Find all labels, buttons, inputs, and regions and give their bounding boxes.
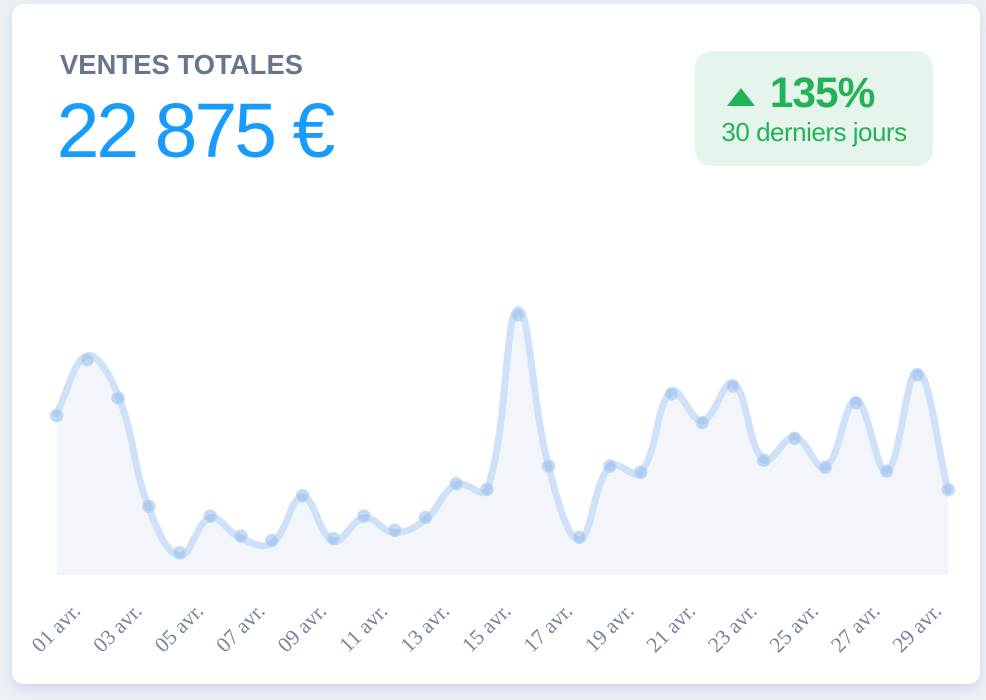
svg-text:25 avr.: 25 avr. (765, 599, 823, 657)
svg-text:19 avr.: 19 avr. (580, 599, 638, 657)
svg-text:11 avr.: 11 avr. (334, 599, 392, 657)
svg-text:29 avr.: 29 avr. (888, 599, 946, 657)
svg-text:03 avr.: 03 avr. (88, 599, 146, 657)
svg-text:23 avr.: 23 avr. (703, 599, 761, 657)
svg-text:09 avr.: 09 avr. (273, 599, 331, 657)
svg-text:13 avr.: 13 avr. (396, 599, 454, 657)
svg-text:15 avr.: 15 avr. (457, 599, 515, 657)
svg-text:07 avr.: 07 avr. (211, 599, 269, 657)
svg-text:27 avr.: 27 avr. (826, 599, 884, 657)
svg-text:21 avr.: 21 avr. (642, 599, 700, 657)
svg-text:01 avr.: 01 avr. (27, 599, 85, 657)
svg-text:05 avr.: 05 avr. (150, 599, 208, 657)
svg-text:17 avr.: 17 avr. (519, 599, 577, 657)
